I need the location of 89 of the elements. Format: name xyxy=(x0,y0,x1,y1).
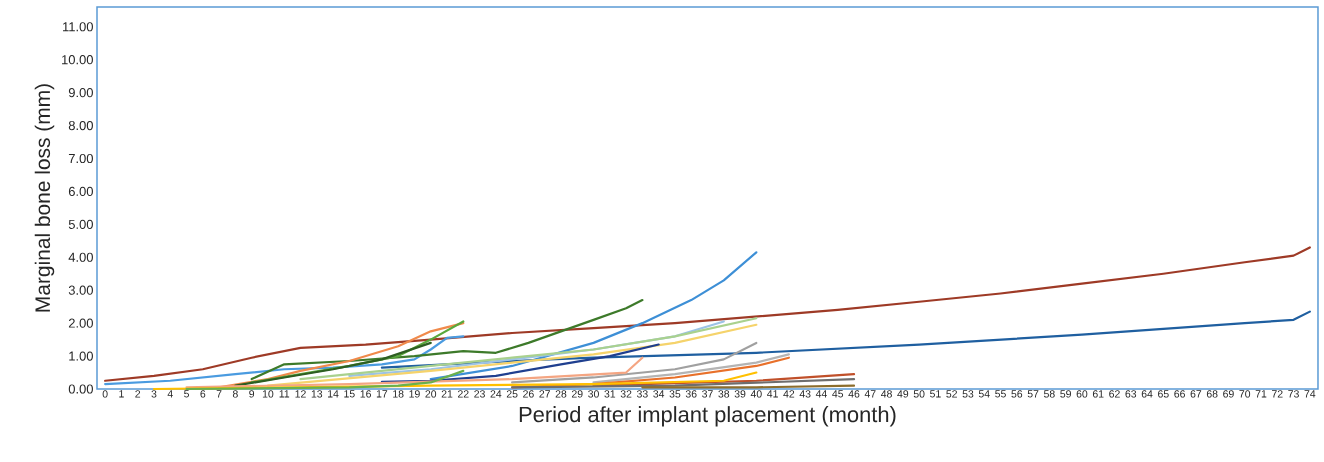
x-tick-label: 46 xyxy=(848,390,860,398)
x-tick-label: 56 xyxy=(1011,390,1023,398)
x-tick-label: 29 xyxy=(571,390,583,398)
x-tick-label: 38 xyxy=(718,390,730,398)
y-tick-label: 1.00 xyxy=(69,351,93,361)
x-tick-label: 70 xyxy=(1239,390,1251,398)
y-tick-label: 2.00 xyxy=(68,318,93,328)
x-tick-label: 51 xyxy=(930,390,941,398)
y-tick-label: 0.00 xyxy=(68,384,93,394)
x-tick-label: 40 xyxy=(750,390,762,398)
x-tick-label: 19 xyxy=(409,390,420,398)
x-tick-label: 74 xyxy=(1304,390,1316,398)
x-tick-label: 53 xyxy=(962,390,974,398)
x-tick-label: 32 xyxy=(620,390,632,398)
x-tick-label: 35 xyxy=(669,390,681,398)
x-tick-label: 20 xyxy=(425,390,437,398)
x-tick-label: 8 xyxy=(232,390,238,398)
x-tick-label: 57 xyxy=(1027,390,1039,398)
x-tick-label: 33 xyxy=(636,390,648,398)
y-tick-label: 5.00 xyxy=(68,219,93,229)
x-tick-label: 28 xyxy=(555,390,567,398)
x-tick-label: 22 xyxy=(458,390,469,398)
x-tick-label: 73 xyxy=(1288,390,1299,398)
x-tick-label: 11 xyxy=(279,390,290,398)
x-tick-label: 34 xyxy=(653,390,665,398)
x-tick-label: 5 xyxy=(184,390,190,398)
x-tick-label: 63 xyxy=(1125,390,1137,398)
x-tick-label: 15 xyxy=(344,390,355,398)
x-tick-label: 21 xyxy=(441,390,453,398)
x-tick-label: 62 xyxy=(1109,390,1120,398)
x-tick-label: 52 xyxy=(946,390,957,398)
x-tick-label: 37 xyxy=(702,390,713,398)
x-tick-label: 48 xyxy=(880,390,892,398)
x-tick-label: 17 xyxy=(376,390,388,398)
x-tick-label: 27 xyxy=(539,390,550,398)
y-tick-label: 9.00 xyxy=(68,88,93,98)
x-tick-label: 39 xyxy=(734,390,746,398)
y-tick-label: 8.00 xyxy=(68,120,93,131)
y-tick-label: 6.00 xyxy=(68,186,93,196)
x-tick-label: 25 xyxy=(506,390,518,398)
x-tick-label: 47 xyxy=(864,390,876,398)
x-tick-label: 69 xyxy=(1223,390,1234,398)
y-tick-label: 3.00 xyxy=(68,285,93,295)
x-tick-label: 13 xyxy=(311,390,323,398)
x-tick-label: 24 xyxy=(490,390,502,398)
x-tick-label: 3 xyxy=(151,390,157,398)
x-tick-label: 26 xyxy=(523,390,534,398)
x-tick-label: 7 xyxy=(216,390,222,398)
x-tick-label: 12 xyxy=(295,390,306,398)
x-tick-label: 30 xyxy=(588,390,599,398)
x-tick-label: 49 xyxy=(897,390,909,398)
x-tick-label: 66 xyxy=(1174,390,1185,398)
x-tick-label: 36 xyxy=(685,390,697,398)
x-tick-label: 14 xyxy=(328,390,339,398)
x-tick-label: 45 xyxy=(832,390,844,398)
x-tick-label: 44 xyxy=(815,390,827,398)
y-tick-label: 4.00 xyxy=(68,252,93,262)
y-tick-label: 7.00 xyxy=(68,153,93,164)
x-tick-label: 0 xyxy=(102,390,108,398)
x-tick-label: 54 xyxy=(978,390,990,398)
x-tick-label: 59 xyxy=(1060,390,1071,398)
x-tick-label: 31 xyxy=(604,390,616,398)
y-tick-label: 10.00 xyxy=(62,55,93,65)
x-tick-label: 23 xyxy=(474,390,485,398)
x-tick-label: 16 xyxy=(360,390,371,398)
x-tick-label: 1 xyxy=(119,390,124,398)
x-tick-label: 68 xyxy=(1206,390,1218,398)
x-tick-label: 9 xyxy=(249,390,255,398)
x-tick-label: 65 xyxy=(1158,390,1169,398)
x-tick-label: 43 xyxy=(799,390,811,398)
x-tick-label: 50 xyxy=(913,390,925,398)
x-tick-label: 42 xyxy=(783,390,795,398)
x-tick-label: 55 xyxy=(995,390,1006,398)
x-tick-label: 58 xyxy=(1043,390,1055,398)
x-tick-label: 10 xyxy=(262,390,274,398)
y-axis-title: Marginal bone loss (mm) xyxy=(34,84,55,312)
x-tick-label: 4 xyxy=(167,390,173,398)
x-tick-label: 2 xyxy=(135,390,141,398)
x-tick-label: 18 xyxy=(393,390,404,398)
x-tick-label: 67 xyxy=(1190,390,1202,398)
x-tick-label: 72 xyxy=(1272,390,1283,398)
x-tick-label: 71 xyxy=(1255,390,1267,398)
x-axis-title: Period after implant placement (month) xyxy=(519,406,896,427)
x-tick-label: 60 xyxy=(1076,390,1088,398)
y-tick-label: 11.00 xyxy=(63,22,93,32)
x-tick-label: 64 xyxy=(1141,390,1153,398)
x-tick-label: 6 xyxy=(200,390,206,398)
x-tick-label: 61 xyxy=(1092,390,1104,398)
x-tick-label: 41 xyxy=(767,390,778,398)
